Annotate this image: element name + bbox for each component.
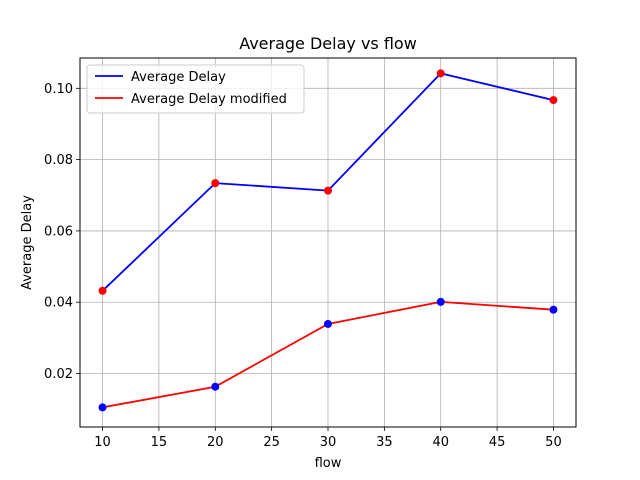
legend-label-average-delay-modified: Average Delay modified <box>131 92 287 107</box>
legend: Average Delay Average Delay modified <box>86 64 305 114</box>
data-point <box>436 297 445 306</box>
x-tick-label: 30 <box>320 435 337 450</box>
y-axis-ticks: 0.02 0.04 0.06 0.08 0.10 <box>44 82 80 382</box>
x-tick-label: 25 <box>263 435 280 450</box>
x-tick-label: 50 <box>545 435 562 450</box>
x-tick-label: 40 <box>432 435 449 450</box>
x-tick-label: 20 <box>207 435 224 450</box>
x-tick-label: 10 <box>94 435 111 450</box>
x-axis-label: flow <box>315 456 342 471</box>
x-axis-ticks: 10 15 20 25 30 35 40 45 50 <box>94 427 562 450</box>
y-tick-label: 0.10 <box>44 82 73 97</box>
x-tick-label: 45 <box>489 435 506 450</box>
data-point <box>211 382 220 391</box>
series-markers <box>98 69 558 412</box>
data-point <box>549 96 558 105</box>
data-point <box>436 69 445 78</box>
x-tick-label: 35 <box>376 435 393 450</box>
data-point <box>324 319 332 328</box>
grid <box>80 58 576 427</box>
y-tick-label: 0.02 <box>44 367 73 382</box>
y-tick-label: 0.08 <box>44 153 73 168</box>
legend-label-average-delay: Average Delay <box>131 70 226 85</box>
data-point <box>324 186 332 195</box>
y-axis-label: Average Delay <box>20 195 35 290</box>
y-tick-label: 0.04 <box>44 296 73 311</box>
chart-title: Average Delay vs flow <box>239 34 417 53</box>
legend-box <box>86 64 305 114</box>
data-point <box>211 179 220 188</box>
y-tick-label: 0.06 <box>44 224 73 239</box>
data-point <box>549 305 558 314</box>
x-tick-label: 15 <box>151 435 168 450</box>
data-point <box>98 286 107 295</box>
data-point <box>98 403 107 412</box>
